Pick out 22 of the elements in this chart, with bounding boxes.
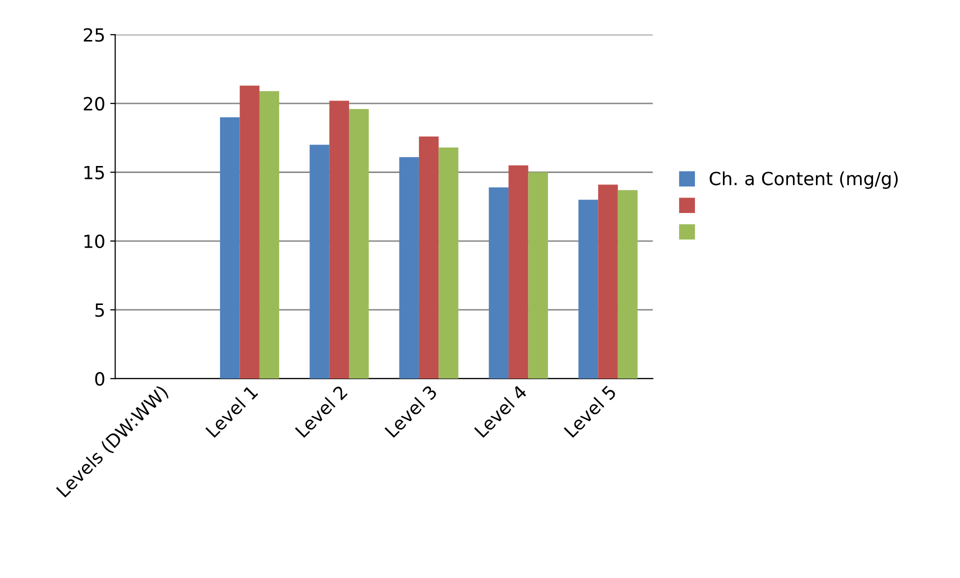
- bar: [618, 190, 638, 379]
- bar: [240, 86, 260, 379]
- y-tick-label: 0: [95, 372, 104, 386]
- bar: [310, 144, 330, 379]
- bar: [418, 136, 439, 379]
- legend-label: Ch. a Content (mg/g): [710, 171, 898, 189]
- bar: [399, 157, 419, 379]
- y-tick-label: 15: [84, 166, 104, 180]
- bar: [438, 147, 458, 379]
- bar: [598, 184, 618, 379]
- y-tick-label: 5: [95, 304, 104, 317]
- bar: [528, 172, 548, 379]
- bar: [329, 100, 350, 379]
- bar: [508, 165, 528, 379]
- bar: [578, 200, 598, 379]
- y-tick-label: 20: [84, 96, 104, 111]
- bar: [220, 117, 240, 379]
- bar: [259, 91, 280, 379]
- y-tick-label: 25: [84, 28, 104, 42]
- y-tick-label: 10: [84, 234, 104, 248]
- bar: [349, 108, 369, 379]
- bar: [488, 187, 509, 379]
